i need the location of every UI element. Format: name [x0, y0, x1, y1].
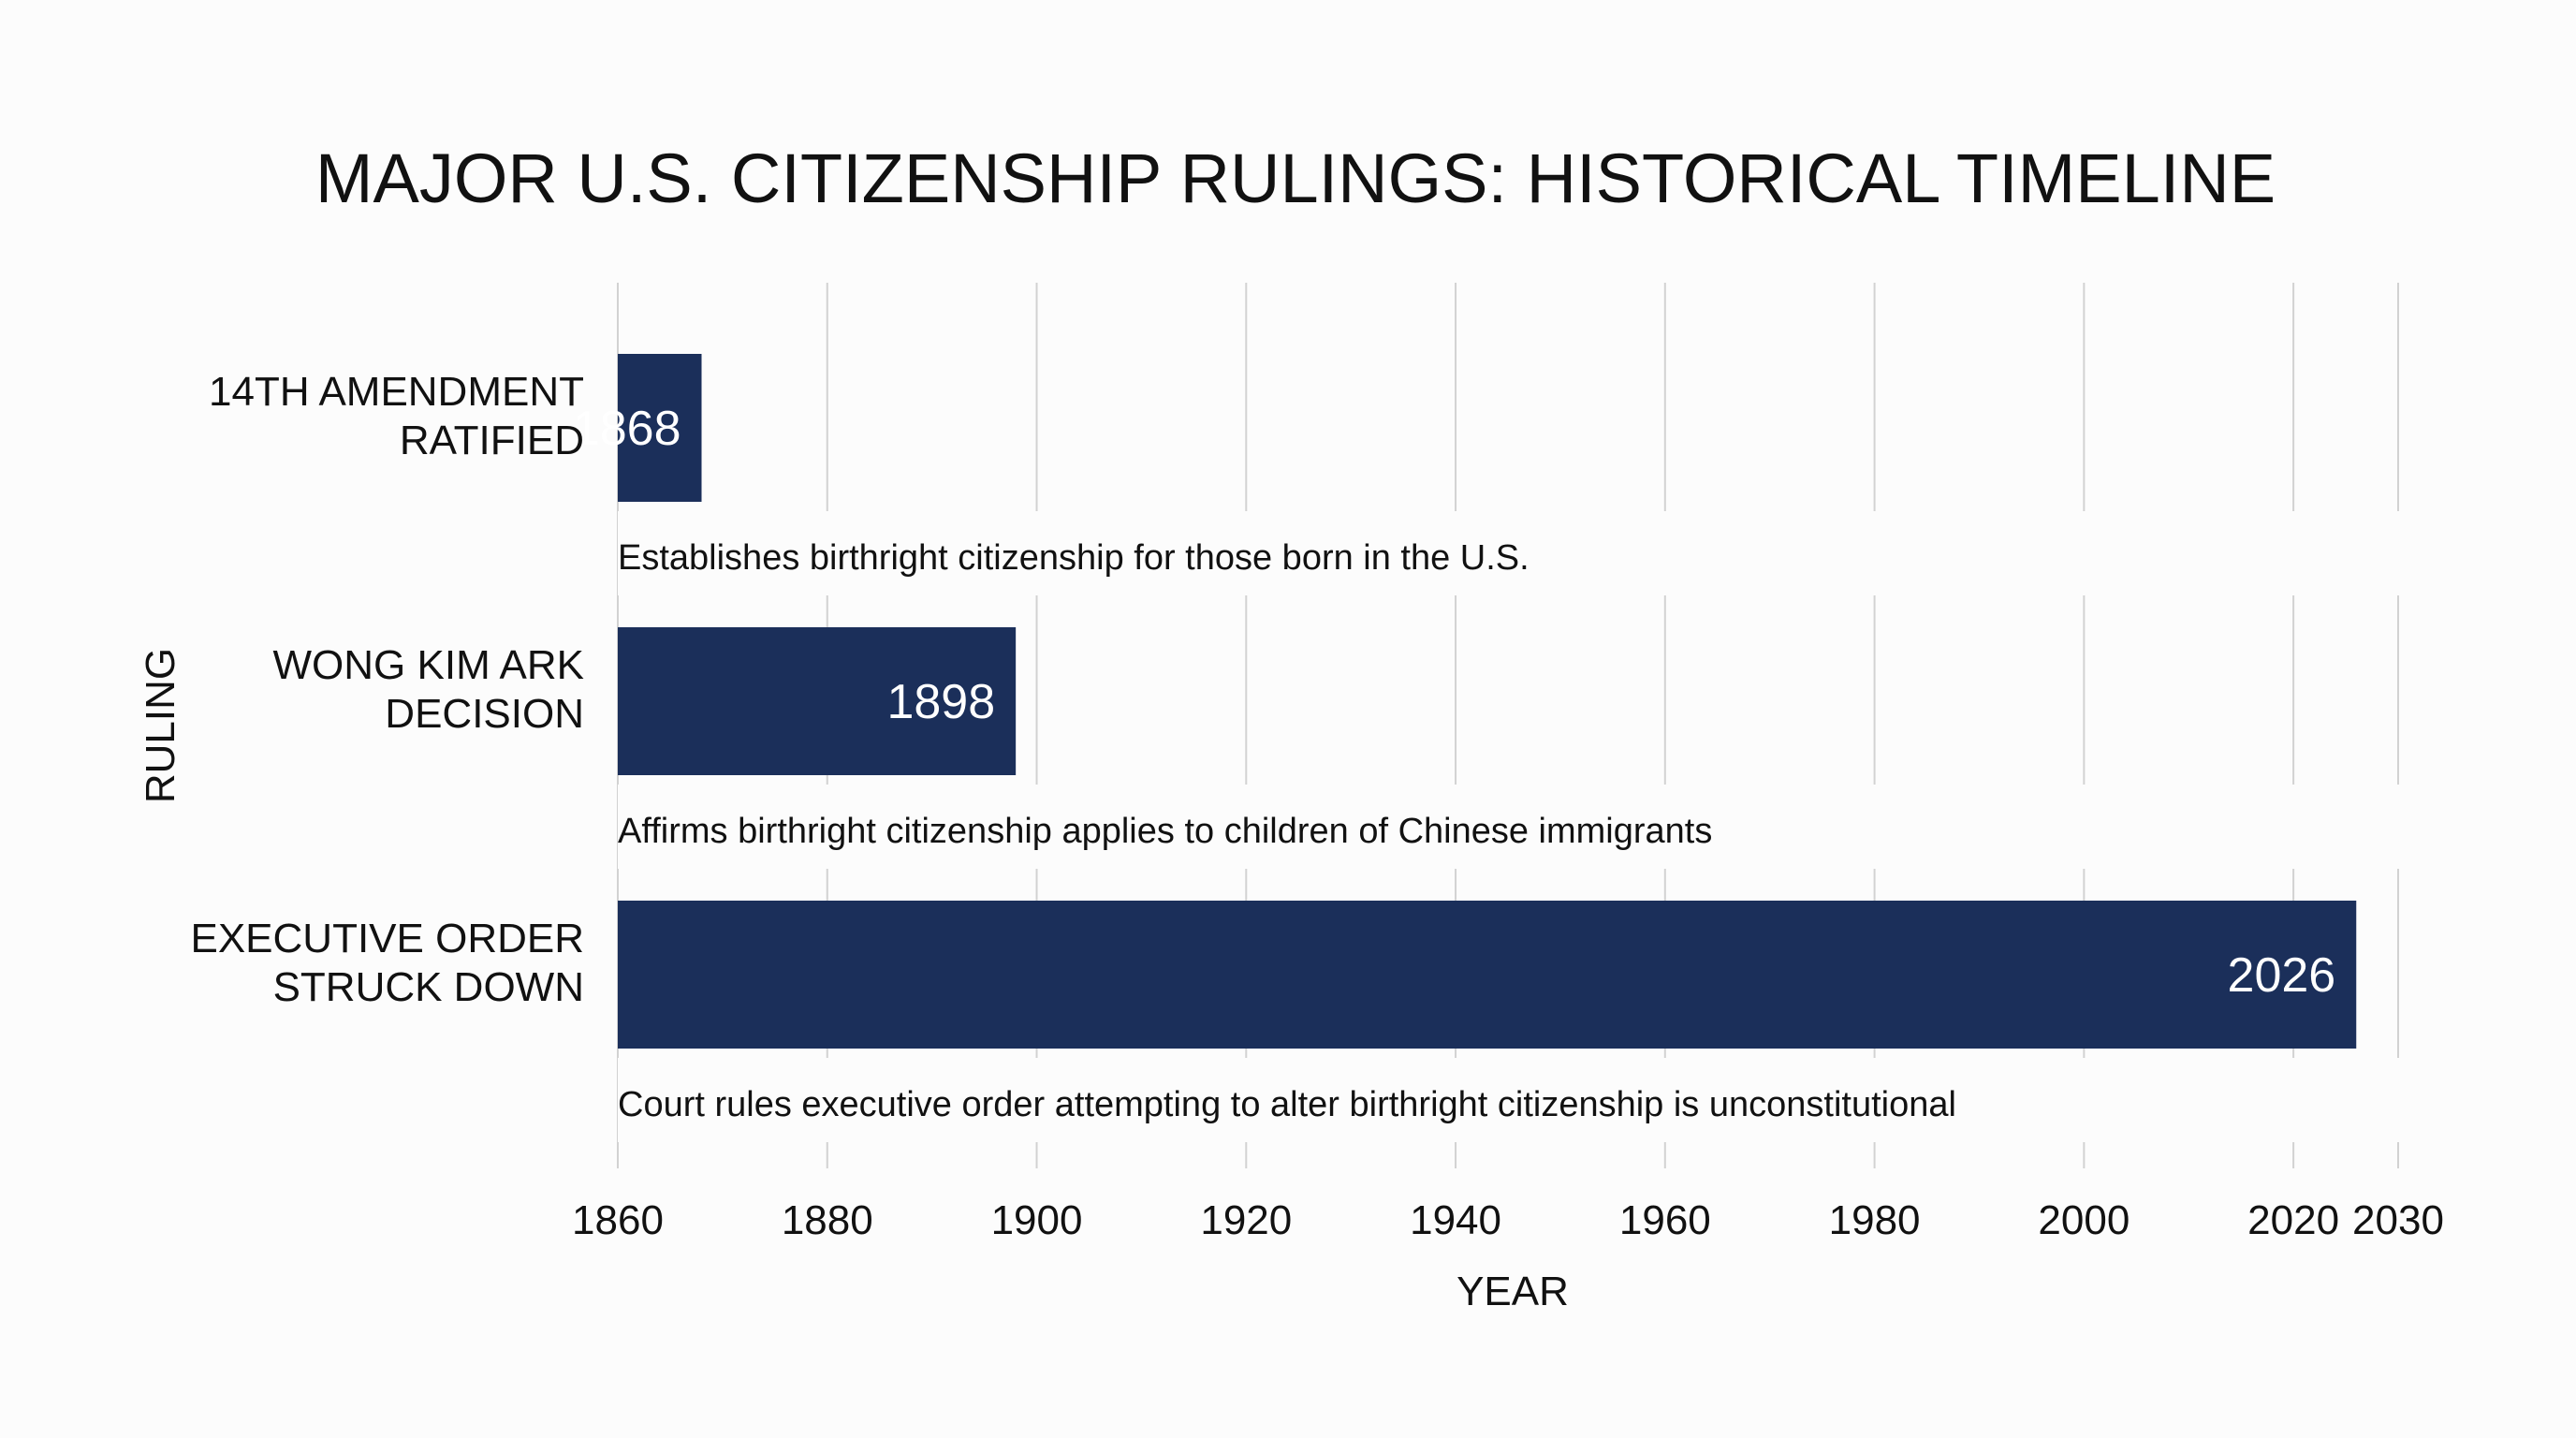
x-tick-label: 2000 [2038, 1197, 2130, 1243]
bar [618, 901, 2357, 1049]
bar-value-label: 1898 [886, 675, 995, 729]
annotation-background [618, 511, 2408, 595]
bar-value-label: 2026 [2228, 948, 2336, 1003]
x-tick-label: 1880 [782, 1197, 873, 1243]
x-axis-label: YEAR [1456, 1269, 1569, 1314]
x-axis-ticks: 1860 1880 1900 1920 1940 1960 1980 2000 2020 2030 [572, 1197, 2444, 1243]
x-tick-label: 2020 [2247, 1197, 2339, 1243]
grid-lines [617, 283, 2399, 1168]
category-label: STRUCK DOWN [273, 964, 584, 1010]
chart-title: MAJOR U.S. CITIZENSHIP RULINGS: HISTORIC… [315, 139, 2276, 217]
category-label: RATIFIED [400, 418, 584, 463]
category-label: DECISION [385, 691, 584, 737]
category-label: 14TH AMENDMENT [209, 369, 584, 415]
annotation-background [618, 1058, 2408, 1142]
x-tick-label: 1920 [1200, 1197, 1292, 1243]
x-tick-label: 1960 [1619, 1197, 1711, 1243]
y-axis-label: RULING [138, 648, 183, 803]
category-label: WONG KIM ARK [273, 642, 584, 688]
bar-annotation: Affirms birthright citizenship applies t… [618, 812, 1712, 851]
bars: 1868 Establishes birthright citizenship f… [573, 354, 2408, 1142]
x-tick-label: 1940 [1410, 1197, 1501, 1243]
annotation-background [618, 785, 2408, 869]
bar [618, 354, 702, 502]
bar-value-label: 1868 [573, 402, 681, 456]
x-tick-label: 1860 [572, 1197, 664, 1243]
bar-annotation: Court rules executive order attempting t… [618, 1085, 1956, 1124]
bar [618, 627, 1017, 775]
bar-annotation: Establishes birthright citizenship for t… [618, 538, 1530, 578]
x-tick-label: 2030 [2352, 1197, 2444, 1243]
x-tick-label: 1900 [991, 1197, 1083, 1243]
x-tick-label: 1980 [1829, 1197, 1921, 1243]
category-label: EXECUTIVE ORDER [190, 916, 584, 961]
